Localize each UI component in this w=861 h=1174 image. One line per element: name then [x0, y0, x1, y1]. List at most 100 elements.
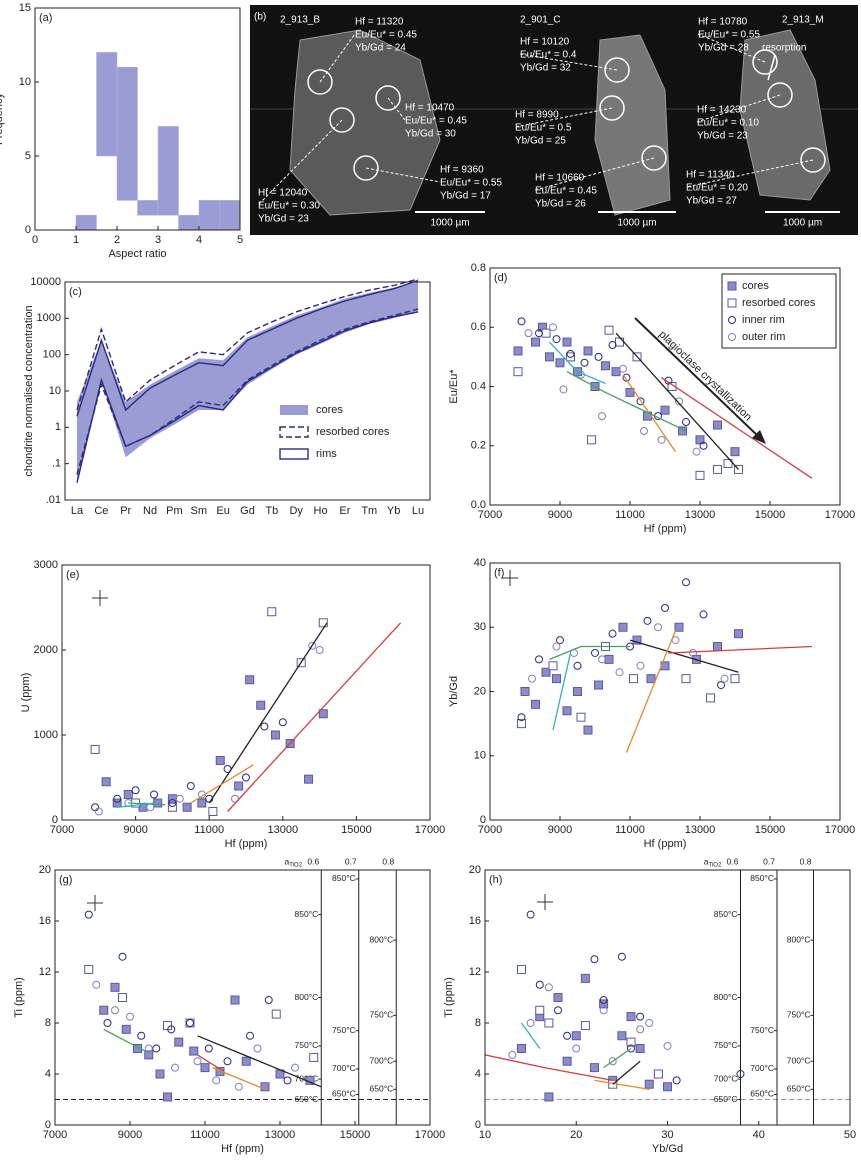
data-point — [566, 352, 575, 362]
x-tick-label: 17000 — [415, 824, 446, 836]
data-point — [604, 325, 614, 335]
x-tick-label: Gd — [240, 505, 255, 517]
temperature-label: 700°C — [750, 1063, 774, 1073]
resorption-arrow — [767, 54, 776, 81]
data-point — [689, 648, 697, 657]
legend-marker — [727, 298, 737, 308]
panel-label: (e) — [66, 569, 79, 581]
histogram-bar — [198, 200, 220, 231]
data-point — [626, 1037, 636, 1047]
y-tick-label: 20 — [474, 685, 486, 697]
spot-label: Eu/Eu* = 0.5 — [515, 123, 572, 134]
histogram-bar — [137, 200, 159, 216]
data-point — [591, 648, 599, 657]
data-point — [126, 1012, 134, 1021]
y-tick-label: 3000 — [34, 559, 58, 571]
data-point — [681, 674, 691, 684]
y-tick-label: 4 — [475, 1068, 481, 1080]
data-point — [636, 1012, 645, 1021]
data-point — [304, 774, 314, 784]
x-tick-label: 17000 — [415, 1129, 446, 1141]
data-point — [653, 1069, 663, 1079]
y-axis-title: Eu/Eu* — [448, 369, 460, 404]
temperature-label: 750°C — [332, 1025, 356, 1035]
histogram-bar — [219, 200, 241, 231]
panel-label: (c) — [69, 286, 82, 298]
x-tick-label: 9000 — [548, 824, 572, 836]
y-tick-label: 4 — [45, 1068, 51, 1080]
spot-label: Yb/Gd = 32 — [520, 63, 571, 74]
histogram-bar — [157, 214, 179, 231]
data-point — [730, 674, 740, 684]
legend-label: inner rim — [742, 314, 785, 326]
temperature-label: 850°C — [295, 909, 319, 919]
data-point — [573, 661, 582, 670]
data-point — [654, 623, 662, 632]
x-tick-label: Nd — [143, 505, 157, 517]
data-point — [121, 1024, 131, 1034]
spot-label: Hf = 10660 — [535, 173, 585, 184]
data-point — [643, 616, 652, 625]
histogram-bar — [178, 214, 200, 231]
data-point — [544, 983, 553, 992]
temperature-label: 750°C — [714, 1040, 738, 1050]
x-tick-label: 7000 — [50, 824, 74, 836]
x-tick-label: 13000 — [685, 509, 716, 521]
spot-label: Hf = 9360 — [440, 165, 484, 176]
trend-line — [117, 802, 155, 808]
x-axis-title: Hf (ppm) — [221, 1143, 264, 1155]
data-point — [223, 1057, 232, 1066]
analysis-spot — [375, 85, 401, 111]
spot-leader — [696, 94, 781, 123]
data-point — [559, 385, 568, 394]
data-point — [246, 1031, 254, 1040]
zircon-grain — [289, 29, 441, 216]
x-tick-label: 11000 — [615, 824, 645, 836]
zircon-grain — [739, 29, 831, 201]
data-point — [242, 773, 250, 782]
data-point — [730, 447, 740, 457]
y-tick-label: 10 — [474, 750, 486, 762]
sample-name: 2_901_C — [520, 15, 561, 26]
data-point — [583, 346, 593, 356]
data-point — [155, 1069, 165, 1079]
data-point — [84, 964, 94, 974]
y-tick-label: 0.4 — [471, 380, 486, 392]
data-point — [734, 629, 743, 639]
data-point — [215, 756, 225, 765]
legend-label: resorbed cores — [742, 297, 816, 309]
x-tick-label: La — [71, 505, 84, 517]
data-point — [245, 675, 255, 685]
temperature-label: 800°C — [370, 934, 394, 944]
trend-line — [484, 1054, 613, 1082]
analysis-spot — [752, 49, 778, 75]
y-tick-label: 0 — [52, 814, 58, 826]
scale-bar-label: 1000 µm — [430, 218, 469, 229]
data-point — [526, 910, 535, 919]
data-point — [619, 364, 627, 373]
y-axis-title: U (ppm) — [20, 673, 32, 713]
data-point — [267, 607, 277, 617]
x-tick-label: Pr — [120, 505, 131, 517]
data-point — [308, 641, 317, 650]
legend-swatch — [279, 448, 309, 460]
data-point — [601, 361, 610, 371]
spot-label: Hf = 11340 — [686, 170, 735, 181]
data-point — [599, 1006, 608, 1015]
data-point — [163, 1092, 172, 1102]
data-point — [594, 680, 603, 690]
data-point — [118, 952, 127, 961]
trend-line — [566, 371, 687, 432]
x-tick-label: 17000 — [825, 509, 856, 521]
y-tick-label: 0.0 — [471, 499, 486, 511]
y-axis-title: Ti (ppm) — [13, 977, 25, 1018]
trend-line — [612, 1060, 641, 1085]
x-tick-label: 4 — [196, 234, 202, 246]
temperature-label: 650°C — [750, 1089, 774, 1099]
x-tick-label: Er — [339, 505, 350, 517]
data-point — [645, 1019, 654, 1027]
analysis-spot — [641, 145, 667, 171]
data-point — [256, 700, 266, 710]
x-tick-label: Eu — [216, 505, 229, 517]
